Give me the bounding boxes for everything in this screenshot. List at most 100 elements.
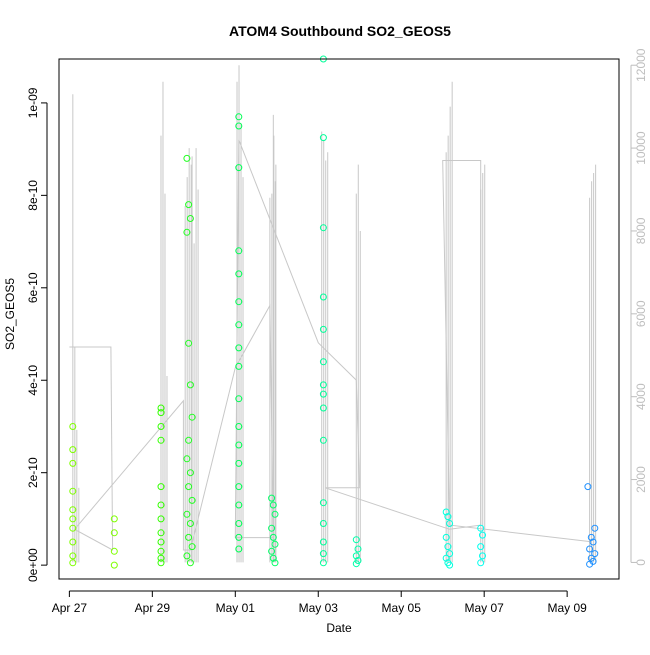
y-left-tick-label: 2e-10 (26, 457, 40, 488)
data-point (352, 536, 360, 544)
data-point (319, 224, 327, 232)
data-point (319, 381, 327, 389)
y-right-tick-label: 10000 (634, 131, 648, 165)
data-point (110, 547, 118, 555)
axes: Apr 27 Apr 29 May 01 May 03 May 05 May 07 May … (26, 48, 648, 615)
data-point (442, 508, 450, 516)
data-point (269, 554, 277, 562)
data-point (110, 515, 118, 523)
data-point (235, 459, 243, 467)
y-left-tick-label: 4e-10 (26, 365, 40, 396)
data-point (185, 201, 193, 209)
data-point (186, 215, 194, 222)
data-point (268, 494, 276, 502)
data-point (319, 293, 327, 301)
data-point (319, 134, 327, 142)
data-point (188, 543, 196, 551)
data-point (271, 510, 279, 518)
data-point (185, 533, 193, 541)
y-right-tick-label: 0 (634, 559, 648, 566)
data-point (446, 550, 454, 558)
y-right-tick-label: 6000 (634, 300, 648, 327)
data-point (183, 455, 191, 463)
data-point (235, 344, 243, 352)
x-tick-label: May 01 (216, 601, 256, 615)
y-left-tick-label: 8e-10 (26, 180, 40, 211)
y-axis-label: SO2_GEOS5 (3, 278, 17, 350)
data-point (235, 483, 243, 491)
data-point (352, 560, 360, 568)
data-point (157, 538, 165, 546)
data-point (319, 559, 327, 567)
plot-frame (58, 58, 620, 580)
data-point (479, 552, 486, 560)
x-tick-label: Apr 27 (52, 601, 88, 615)
data-point (235, 164, 243, 172)
data-point (183, 228, 191, 236)
data-point (586, 545, 594, 553)
altitude-track-line (69, 139, 592, 551)
data-point (188, 413, 196, 421)
x-tick-label: May 07 (465, 601, 505, 615)
data-point (69, 538, 77, 546)
data-points (69, 55, 599, 569)
data-point (319, 390, 327, 398)
data-point (235, 113, 243, 121)
data-point (157, 547, 165, 555)
data-point (186, 559, 194, 567)
data-point (157, 501, 165, 509)
data-point (183, 510, 191, 518)
data-point (69, 559, 77, 567)
data-point (157, 559, 165, 567)
data-point (479, 531, 486, 539)
y-left-tick-label: 1e-09 (26, 87, 40, 118)
data-point (444, 543, 452, 551)
data-point (352, 552, 360, 560)
data-point (185, 483, 193, 491)
data-point (235, 321, 243, 329)
data-point (157, 515, 165, 523)
data-point (157, 404, 165, 412)
altitude-profile (69, 65, 597, 563)
data-point (186, 381, 194, 389)
data-point (69, 423, 77, 430)
data-point (235, 441, 243, 449)
x-axis-label: Date (326, 621, 352, 635)
data-point (319, 358, 327, 366)
data-point (69, 487, 77, 495)
data-point (157, 554, 165, 562)
data-point (69, 459, 77, 467)
data-point (157, 529, 165, 537)
data-point (354, 545, 362, 553)
data-point (477, 559, 485, 567)
data-point (186, 469, 194, 477)
data-point (69, 446, 77, 454)
data-point (271, 540, 279, 548)
data-point (188, 496, 196, 504)
data-point (587, 533, 595, 541)
data-point (69, 515, 77, 523)
x-tick-label: May 09 (547, 601, 587, 615)
data-point (271, 559, 279, 567)
x-tick-label: May 03 (299, 601, 339, 615)
data-point (235, 395, 243, 403)
y-right-tick-label: 2000 (634, 466, 648, 493)
data-point (69, 524, 77, 532)
data-point (110, 561, 118, 569)
data-point (268, 524, 276, 532)
data-point (269, 533, 277, 541)
data-point (442, 554, 450, 562)
data-point (442, 533, 450, 541)
data-point (157, 436, 165, 444)
data-point (319, 325, 327, 333)
data-point (235, 362, 243, 370)
data-point (69, 506, 77, 514)
data-point (584, 483, 592, 491)
data-point (319, 550, 327, 558)
data-point (477, 543, 485, 551)
data-point (269, 501, 277, 509)
data-point (235, 122, 243, 130)
data-point (235, 423, 243, 430)
